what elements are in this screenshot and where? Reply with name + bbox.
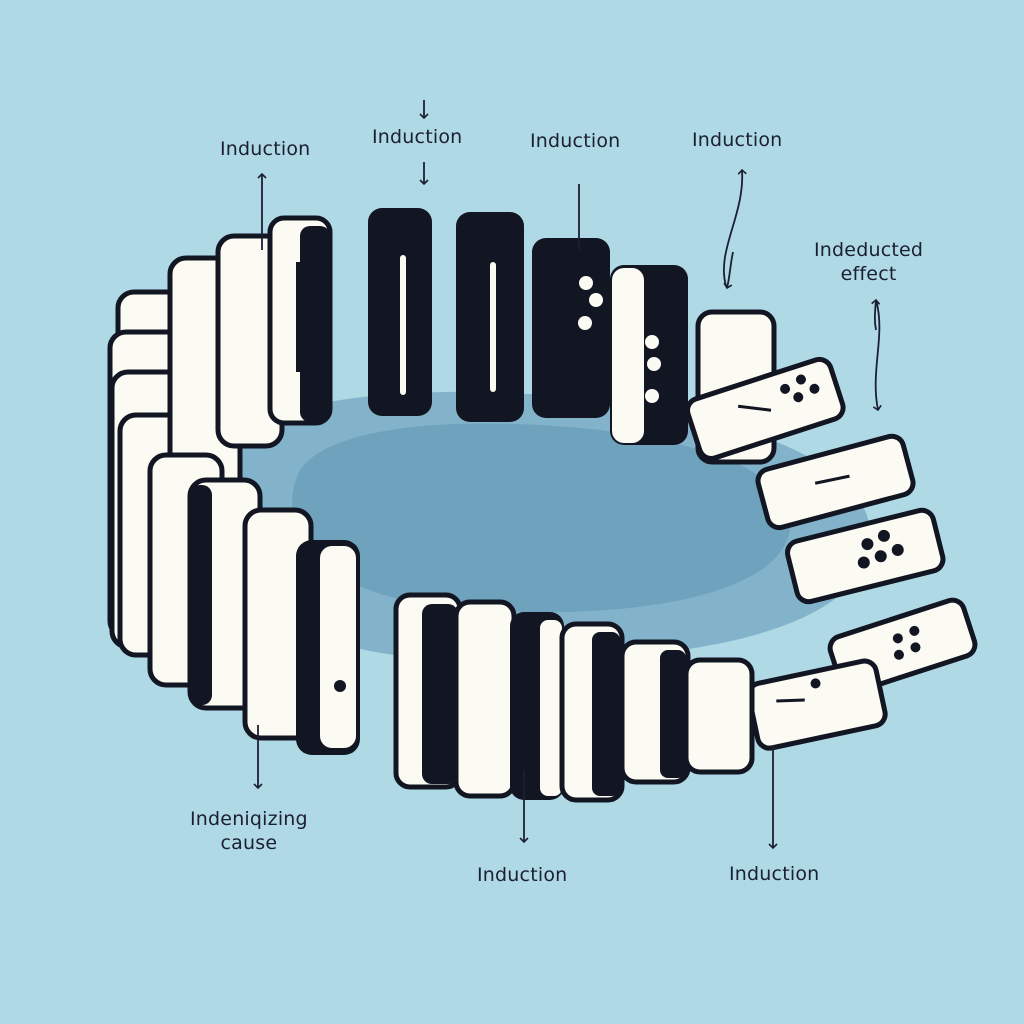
- label-cause-line1: Indeniqizing: [190, 808, 308, 830]
- pip: [645, 335, 659, 349]
- pip: [892, 633, 903, 644]
- pip: [793, 392, 804, 403]
- pip: [891, 543, 904, 556]
- label-induced-effect: Indeducted effect: [814, 239, 923, 287]
- domino-divider: [776, 698, 805, 703]
- label-induction-bottom-right: Induction: [729, 863, 820, 885]
- floor-inner-shadow: [292, 423, 791, 613]
- domino-divider: [814, 474, 850, 485]
- pip: [334, 680, 346, 692]
- domino-dark-side: [660, 650, 686, 778]
- pip: [861, 538, 874, 551]
- pip: [893, 649, 904, 660]
- pip: [857, 556, 870, 569]
- annotation-arrows: [253, 100, 882, 850]
- pip: [645, 389, 659, 403]
- arrow: [872, 299, 882, 412]
- label-induction-top-mid: Induction: [530, 130, 621, 152]
- label-inducing-cause: Indeniqizing cause: [190, 808, 308, 856]
- pip: [795, 374, 806, 385]
- domino: [532, 238, 610, 418]
- pip: [647, 357, 661, 371]
- label-effect-line1: Indeducted: [814, 239, 924, 261]
- label-induction-bottom-center: Induction: [477, 864, 568, 886]
- domino-row-right-fallen: [685, 356, 978, 751]
- pip: [809, 383, 820, 394]
- pip: [910, 642, 921, 653]
- domino: [746, 658, 888, 751]
- label-effect-line2: effect: [840, 262, 897, 285]
- pip: [578, 316, 592, 330]
- label-induction-top-center: Induction: [372, 126, 463, 148]
- arrow: [723, 251, 734, 290]
- domino-face: [540, 620, 562, 796]
- domino-face-line: [400, 255, 406, 395]
- pip: [909, 625, 920, 636]
- domino: [785, 507, 946, 605]
- domino-dark-side: [300, 226, 330, 422]
- domino-dark-side: [422, 604, 458, 784]
- pip: [810, 678, 821, 689]
- domino-row-front-left: [147, 452, 360, 755]
- domino-face-line: [490, 262, 496, 392]
- domino-row-front-center: [393, 592, 755, 803]
- label-induction-top-right: Induction: [692, 129, 783, 151]
- pip: [874, 550, 887, 563]
- pip: [877, 529, 890, 542]
- domino-face: [320, 546, 356, 748]
- domino-dark-side: [592, 632, 620, 796]
- domino: [683, 657, 755, 775]
- label-cause-line2: cause: [220, 831, 278, 854]
- arrow: [723, 168, 747, 287]
- label-induction-top-left: Induction: [220, 138, 311, 160]
- domino: [755, 433, 916, 531]
- domino-groove: [296, 262, 300, 372]
- domino-divider: [737, 404, 772, 412]
- pip: [589, 293, 603, 307]
- arrow: [871, 298, 881, 331]
- domino-dark-side: [190, 485, 212, 705]
- pip: [579, 276, 593, 290]
- domino: [453, 599, 517, 799]
- pip: [780, 383, 791, 394]
- domino-face: [612, 268, 644, 443]
